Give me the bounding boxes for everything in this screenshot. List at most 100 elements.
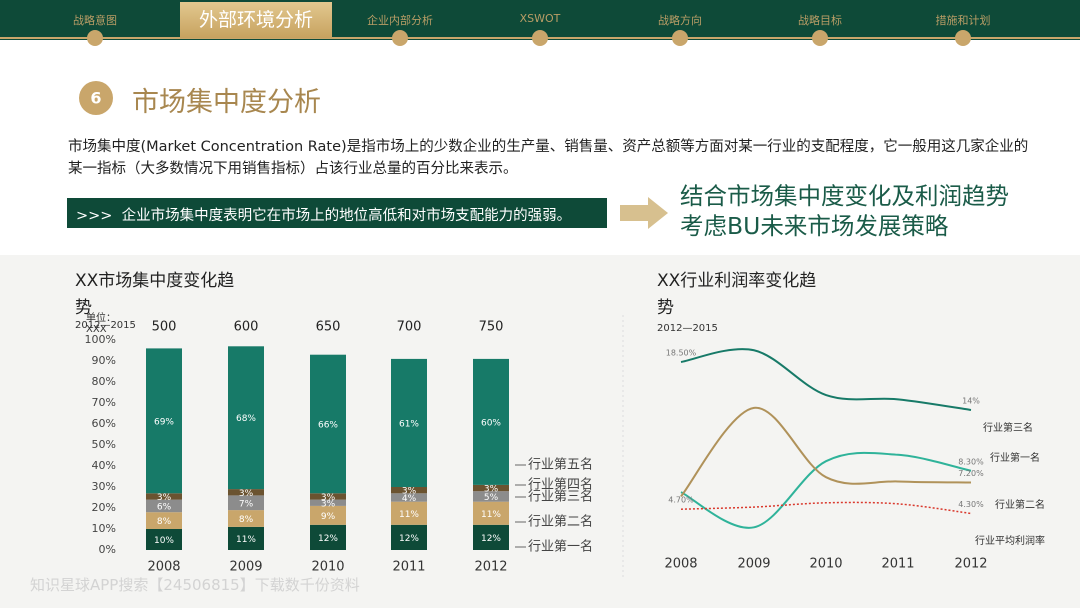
data-label: 3% [239,489,254,499]
x-tick-label: 2011 [392,560,425,575]
nav-item[interactable]: 措施和计划 [935,14,991,27]
y-tick-label: 90% [92,354,116,367]
nav-dot [532,30,548,46]
bar-segment [228,526,264,550]
bar-segment [228,346,264,490]
x-tick-label: 2011 [881,557,914,572]
data-label: 18.50% [666,349,697,358]
bar-segment [146,529,182,550]
nav-item[interactable]: 企业内部分析 [367,14,433,27]
legend-label: 行业第四名 [528,477,593,493]
conclusion-line: 考虑BU未来市场发展策略 [680,212,949,240]
data-label: 12% [318,534,338,544]
nav-dot [87,30,103,46]
data-label: 3% [321,493,336,503]
bar-segment [391,487,427,494]
data-label: 66% [318,421,338,431]
data-label: 8.30% [958,457,984,466]
bar-segment [146,348,182,494]
bar-segment [473,484,509,492]
data-label: 60% [481,418,501,428]
x-tick-label: 2008 [147,560,180,575]
bar-segment [146,499,182,513]
data-label: 3% [321,499,336,509]
section-number: 6 [90,89,101,108]
nav-dot [392,30,408,46]
data-label: 9% [321,512,336,522]
data-label: 6% [157,502,172,512]
bar-segment [310,505,346,525]
y-tick-label: 100% [85,333,116,346]
bar-segment [391,358,427,487]
bar-total: 500 [152,320,177,335]
callout-prefix: >>> [76,208,113,224]
data-label: 4% [402,494,417,504]
line [680,451,972,529]
chart-subtitle: 2012—2015 [657,323,718,334]
bar-segment [473,501,509,525]
legend-label: 行业平均利润率 [975,534,1045,547]
data-label: 3% [402,487,417,497]
x-tick-label: 2012 [474,560,507,575]
bar-segment [310,524,346,550]
nav-dot [812,30,828,46]
data-label: 12% [399,534,419,544]
y-tick-label: 50% [92,438,116,451]
bar-segment [391,493,427,502]
description: 市场集中度(Market Concentration Rate)是指市场上的少数… [68,139,1029,177]
data-label: 4.70% [668,496,694,505]
chart-title: XX市场集中度变化趋势 [75,271,235,318]
bar-segment [146,493,182,500]
data-label: 7.20% [958,469,984,478]
callout-box [67,198,607,228]
bar-total: 600 [234,320,259,335]
nav-item[interactable]: 战略意图 [73,14,117,27]
x-tick-label: 2012 [954,557,987,572]
x-tick-label: 2009 [229,560,262,575]
bar-total: 750 [479,320,504,335]
y-tick-label: 60% [92,417,116,430]
x-tick-label: 2009 [737,557,770,572]
arrow [620,197,668,229]
conclusion: 结合市场集中度变化及利润趋势 考虑BU未来市场发展策略 [680,181,1009,241]
y-tick-label: 40% [92,459,116,472]
data-label: 8% [157,517,172,527]
nav-item[interactable]: 外部环境分析 [180,2,332,38]
legend-label: 行业第五名 [528,457,593,473]
data-label: 3% [484,485,499,495]
y-tick-label: 80% [92,375,116,388]
y-tick-label: 20% [92,501,116,514]
nav-item[interactable]: 战略方向 [658,14,702,27]
callout: >>> 企业市场集中度表明它在市场上的地位高低和对市场支配能力的强弱。 [76,204,571,225]
conclusion-line: 结合市场集中度变化及利润趋势 [680,182,1009,210]
y-tick-label: 10% [92,522,116,535]
line [680,348,972,411]
x-tick-label: 2010 [809,557,842,572]
section-badge [79,81,113,115]
data-label: 68% [236,414,256,424]
chart-title: XX行业利润率变化趋势 [657,271,817,318]
data-label: 7% [239,499,254,509]
bar-segment [310,354,346,494]
x-tick-label: 2010 [311,560,344,575]
x-tick-label: 2008 [664,557,697,572]
bar-segment [473,524,509,550]
nav-item[interactable]: 战略目标 [798,14,842,27]
data-label: 12% [481,534,501,544]
bar-total: 700 [397,320,422,335]
bar-segment [228,495,264,511]
bar-segment [310,499,346,506]
bar-segment [473,358,509,485]
legend-label: 行业第三名 [983,421,1033,434]
bar-segment [228,510,264,527]
nav-item[interactable]: XSWOT [519,12,561,25]
data-label: 4.30% [958,500,984,509]
bar-segment [391,501,427,525]
unit-label: 单位：XXX [86,313,116,335]
bar-segment [473,491,509,502]
bar-segment [228,489,264,496]
data-label: 5% [484,493,499,503]
line [680,406,972,498]
data-label: 69% [154,417,174,427]
